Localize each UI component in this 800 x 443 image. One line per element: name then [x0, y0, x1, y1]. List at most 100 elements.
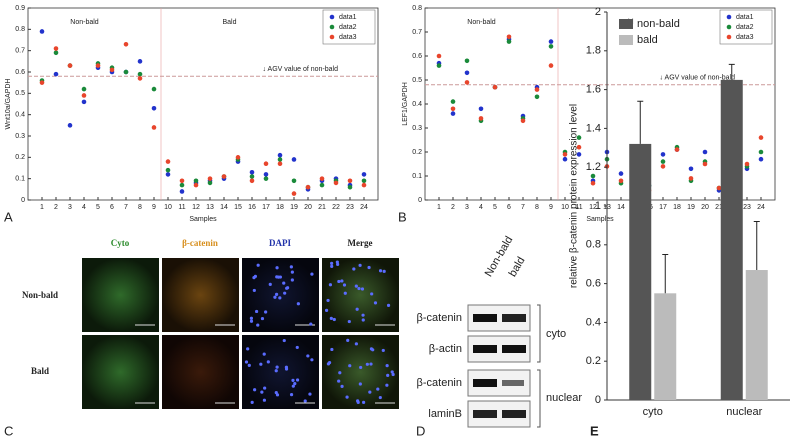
point [347, 184, 353, 190]
y-tick-label: 0 [21, 197, 25, 204]
x-tick-label: 11 [575, 204, 582, 211]
point [758, 149, 764, 155]
legend-marker [619, 35, 633, 45]
x-tick-label: cyto [643, 406, 663, 418]
x-tick-label: 1 [40, 204, 44, 211]
x-tick-label: 10 [561, 204, 569, 211]
legend-label: bald [637, 34, 658, 46]
x-tick-label: 5 [96, 204, 100, 211]
point [674, 147, 680, 152]
x-tick-label: 14 [617, 204, 625, 211]
x-tick-label: 2 [54, 204, 58, 211]
y-tick-label: 0.6 [586, 278, 601, 290]
panel-label: A [4, 209, 13, 224]
point [590, 180, 596, 186]
y-tick-label: 0.6 [412, 53, 422, 60]
y-tick-label: 0.3 [412, 125, 422, 132]
group-label: nuclear [546, 392, 582, 404]
band-label: β-catenin [417, 377, 462, 389]
point [436, 53, 442, 59]
point [291, 157, 297, 162]
x-tick-label: 18 [673, 204, 681, 211]
point [277, 157, 283, 162]
y-axis-label: relative β-catenin protein expression le… [569, 104, 580, 288]
legend-label: data3 [339, 34, 357, 41]
point [291, 178, 297, 184]
point [562, 152, 568, 157]
point [319, 182, 325, 188]
point [534, 87, 540, 92]
point [576, 135, 582, 140]
point [548, 39, 554, 44]
point [137, 71, 143, 77]
point [450, 106, 456, 112]
x-tick-label: 1 [437, 204, 441, 211]
point [53, 71, 59, 77]
point [506, 39, 512, 44]
x-tick-label: nuclear [726, 406, 762, 418]
point [688, 176, 694, 181]
y-tick-label: 0.1 [15, 176, 25, 183]
bar [745, 270, 768, 400]
x-tick-label: 22 [332, 204, 340, 211]
y-tick-label: 1.4 [586, 122, 601, 134]
point [165, 159, 171, 164]
x-tick-label: 9 [549, 204, 553, 211]
y-tick-label: 2 [595, 6, 601, 18]
point [95, 63, 101, 68]
point [249, 178, 255, 184]
x-tick-label: 7 [521, 204, 525, 211]
point [305, 184, 311, 190]
point [123, 41, 129, 47]
y-tick-label: 0.4 [412, 101, 422, 108]
point [151, 86, 157, 92]
reference-label: ↓ AGV value of non-bald [660, 75, 736, 82]
point [618, 171, 624, 176]
x-tick-label: 24 [757, 204, 765, 211]
point [688, 166, 694, 172]
point [39, 29, 45, 34]
legend-marker [619, 19, 633, 29]
legend-label: data1 [339, 14, 357, 21]
point [235, 155, 241, 160]
error-bar [728, 63, 735, 80]
blot [467, 304, 541, 428]
x-tick-label: 18 [276, 204, 284, 211]
legend-marker [329, 34, 335, 40]
point [249, 174, 255, 179]
point [137, 76, 143, 81]
x-tick-label: 6 [507, 204, 511, 211]
point [165, 167, 171, 173]
point [347, 178, 353, 184]
point [179, 178, 185, 184]
x-tick-label: 14 [220, 204, 228, 211]
point [53, 50, 59, 56]
point [702, 149, 708, 155]
point [53, 46, 59, 51]
y-tick-label: 0.7 [412, 29, 422, 36]
band-label: β-catenin [417, 312, 462, 324]
x-tick-label: 23 [346, 204, 354, 211]
point [39, 80, 45, 85]
micrographs [82, 258, 399, 409]
lane-label: bald [507, 255, 528, 279]
point [193, 182, 199, 188]
point [109, 67, 115, 73]
y-tick-label: 0.8 [586, 239, 601, 251]
column-header: Cyto [111, 238, 130, 248]
column-header: β-catenin [182, 238, 218, 248]
point [450, 99, 456, 104]
region-label: Non-bald [467, 19, 496, 26]
panel-label: E [590, 423, 599, 438]
point [277, 152, 283, 158]
point [548, 63, 554, 68]
panel-label: D [416, 423, 425, 438]
legend-marker [726, 14, 732, 20]
x-tick-label: 21 [318, 204, 326, 211]
bar [629, 143, 652, 401]
point [249, 169, 255, 175]
y-tick-label: 1.8 [586, 45, 601, 57]
y-tick-label: 0.3 [15, 133, 25, 140]
point [67, 123, 73, 128]
point [263, 176, 269, 181]
